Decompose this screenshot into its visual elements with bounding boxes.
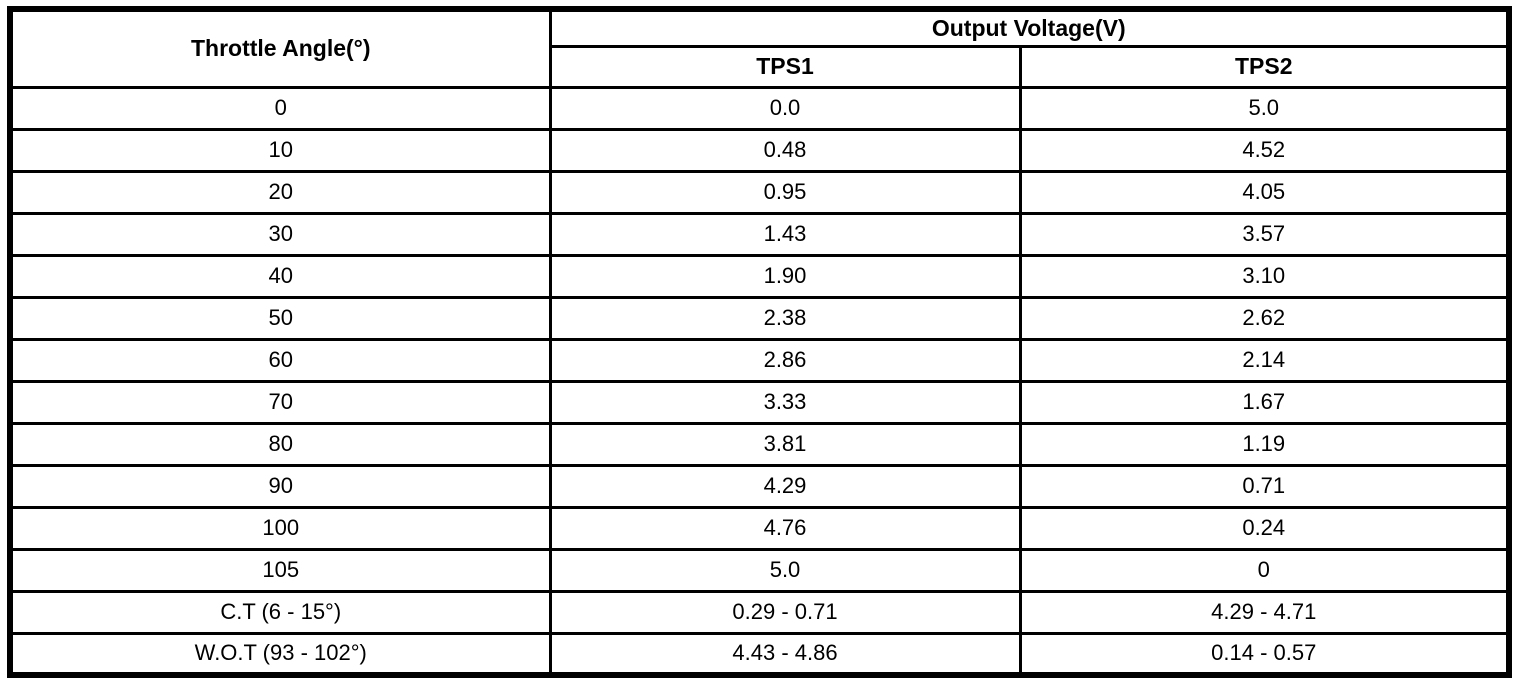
output-voltage-group-header: Output Voltage(V): [548, 7, 1511, 48]
throttle-angle-cell: 0: [8, 85, 552, 131]
throttle-angle-cell: 50: [8, 295, 552, 341]
table-row: 0 0.0 5.0: [8, 85, 1511, 131]
tps2-cell: 1.19: [1018, 421, 1511, 467]
throttle-angle-cell: 60: [8, 337, 552, 383]
table-header-row-1: Throttle Angle(°) Output Voltage(V): [8, 7, 1511, 89]
throttle-angle-cell: 40: [8, 253, 552, 299]
table-row: 70 3.33 1.67: [8, 379, 1511, 425]
throttle-angle-cell: W.O.T (93 - 102°): [8, 631, 552, 677]
table-row: 60 2.86 2.14: [8, 337, 1511, 383]
table-row: 80 3.81 1.19: [8, 421, 1511, 467]
tps2-cell: 0.14 - 0.57: [1018, 631, 1511, 677]
tps2-cell: 4.52: [1018, 127, 1511, 173]
tps2-cell: 1.67: [1018, 379, 1511, 425]
throttle-angle-column-header: Throttle Angle(°): [8, 7, 552, 89]
table-row: 10 0.48 4.52: [8, 127, 1511, 173]
tps1-cell: 0.48: [548, 127, 1022, 173]
throttle-angle-cell: 90: [8, 463, 552, 509]
tps2-cell: 0.71: [1018, 463, 1511, 509]
table-row: 30 1.43 3.57: [8, 211, 1511, 257]
tps1-cell: 3.81: [548, 421, 1022, 467]
tps1-column-header: TPS1: [548, 44, 1022, 89]
table-row-wide-open-throttle: W.O.T (93 - 102°) 4.43 - 4.86 0.14 - 0.5…: [8, 631, 1511, 677]
table-row: 40 1.90 3.10: [8, 253, 1511, 299]
tps2-cell: 3.10: [1018, 253, 1511, 299]
tps2-cell: 0: [1018, 547, 1511, 593]
tps1-cell: 0.0: [548, 85, 1022, 131]
tps2-cell: 5.0: [1018, 85, 1511, 131]
throttle-angle-cell: 105: [8, 547, 552, 593]
tps2-cell: 2.14: [1018, 337, 1511, 383]
throttle-angle-cell: 30: [8, 211, 552, 257]
tps2-cell: 4.29 - 4.71: [1018, 589, 1511, 635]
table-row: 100 4.76 0.24: [8, 505, 1511, 551]
tps2-cell: 4.05: [1018, 169, 1511, 215]
tps1-cell: 0.95: [548, 169, 1022, 215]
tps1-cell: 2.86: [548, 337, 1022, 383]
tps2-column-header: TPS2: [1018, 44, 1511, 89]
throttle-angle-cell: 20: [8, 169, 552, 215]
table-row: 90 4.29 0.71: [8, 463, 1511, 509]
tps1-cell: 5.0: [548, 547, 1022, 593]
tps1-cell: 3.33: [548, 379, 1022, 425]
table-row: 20 0.95 4.05: [8, 169, 1511, 215]
tps2-cell: 0.24: [1018, 505, 1511, 551]
throttle-angle-cell: 80: [8, 421, 552, 467]
tps2-cell: 3.57: [1018, 211, 1511, 257]
throttle-angle-cell: 10: [8, 127, 552, 173]
tps2-cell: 2.62: [1018, 295, 1511, 341]
table-header-row-2: TPS1 TPS2: [10, 44, 1511, 89]
tps1-cell: 1.43: [548, 211, 1022, 257]
tps1-cell: 4.43 - 4.86: [548, 631, 1022, 677]
tps1-cell: 0.29 - 0.71: [548, 589, 1022, 635]
throttle-angle-cell: C.T (6 - 15°): [8, 589, 552, 635]
tps1-cell: 1.90: [548, 253, 1022, 299]
table-row-closed-throttle: C.T (6 - 15°) 0.29 - 0.71 4.29 - 4.71: [8, 589, 1511, 635]
throttle-angle-cell: 100: [8, 505, 552, 551]
table-row: 105 5.0 0: [8, 547, 1511, 593]
table-row: 50 2.38 2.62: [8, 295, 1511, 341]
tps1-cell: 4.76: [548, 505, 1022, 551]
tps-voltage-spec-table: Throttle Angle(°) Output Voltage(V) TPS1…: [7, 6, 1512, 678]
throttle-angle-cell: 70: [8, 379, 552, 425]
tps1-cell: 4.29: [548, 463, 1022, 509]
tps1-cell: 2.38: [548, 295, 1022, 341]
